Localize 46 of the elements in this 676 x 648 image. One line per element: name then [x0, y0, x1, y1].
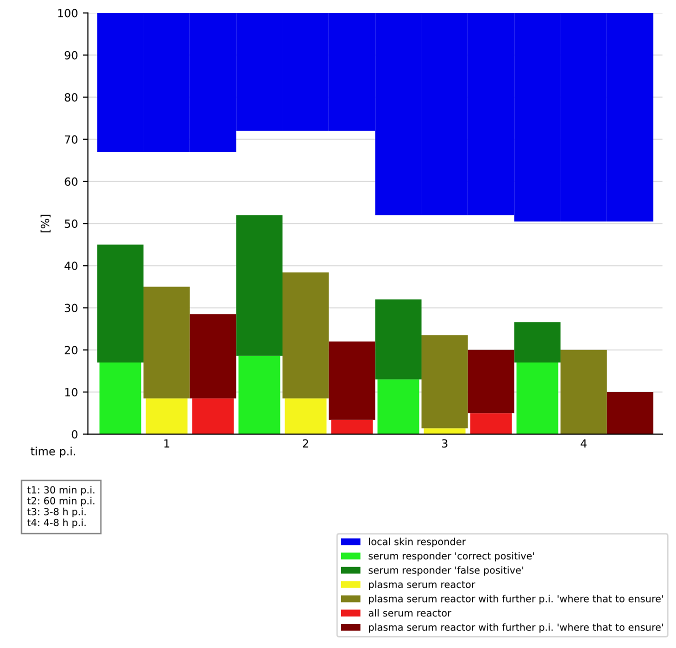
legend-label: plasma serum reactor with further p.i. 'where that to ensure' [369, 623, 663, 633]
legend-label: serum responder 'false positive' [368, 566, 524, 576]
y-tick-label: 20 [64, 346, 78, 354]
bar [236, 215, 283, 356]
bar [422, 335, 468, 428]
bar [284, 398, 327, 434]
y-tick-label: 90 [64, 51, 78, 60]
y-axis-title: [%] [40, 214, 51, 232]
bar [282, 272, 329, 398]
bar [192, 398, 234, 434]
legend-label: plasma serum reactor [369, 580, 476, 590]
y-tick-label: 50 [64, 220, 78, 228]
x-tick-label: 2 [302, 439, 308, 448]
bar [238, 356, 280, 434]
bar [514, 322, 561, 363]
y-tick-label: 60 [64, 177, 78, 186]
x-tick-label: 3 [442, 439, 448, 448]
x-tick-label: 1 [164, 439, 170, 448]
bar [468, 350, 514, 414]
bar [97, 244, 144, 363]
bar [470, 413, 512, 434]
bar [377, 379, 420, 434]
y-tick-label: 30 [64, 304, 78, 312]
bar [146, 398, 188, 434]
bar [375, 299, 422, 380]
y-tick-label: 40 [64, 262, 78, 270]
bar [190, 314, 236, 398]
y-tick-label: 70 [64, 135, 78, 144]
legend-label: plasma serum reactor with further p.i. 'where that to ensure' [369, 594, 663, 604]
bar [560, 350, 607, 434]
bar [516, 362, 558, 434]
bar [328, 341, 376, 420]
bar [99, 362, 142, 434]
y-tick-label: 10 [65, 388, 78, 396]
legend-label: serum responder 'correct positive' [368, 552, 534, 562]
bar [331, 420, 373, 434]
bar [606, 392, 654, 434]
y-tick-label: 80 [64, 93, 78, 102]
legend-label: all serum reactor [368, 609, 452, 617]
y-tick-label: 0 [72, 430, 78, 439]
y-tick-label: 100 [58, 8, 78, 18]
bar [143, 286, 190, 398]
x-tick-label: 4 [580, 439, 587, 448]
text: t1: 30 min p.i. t2: 60 min p.i. t3: 3-8 h p.i. t4: 4-8 h p.i. [27, 486, 94, 528]
legend-label: local skin responder [369, 538, 466, 548]
x-axis-title: time p.i. [30, 446, 76, 458]
